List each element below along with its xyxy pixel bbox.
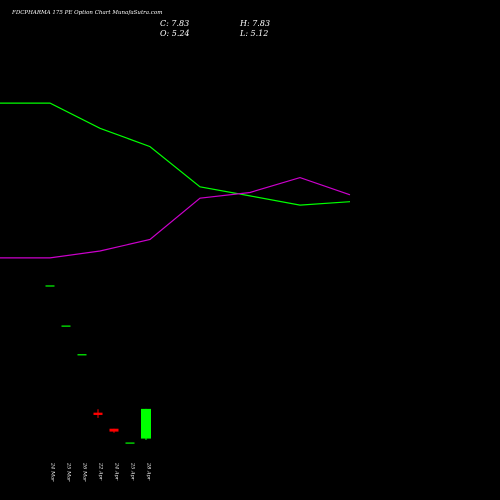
candle-7 bbox=[141, 408, 151, 440]
candle-1 bbox=[45, 285, 55, 287]
x-tick-label: 25 Mar bbox=[66, 462, 72, 482]
candle-body bbox=[141, 408, 151, 439]
candle-5 bbox=[109, 428, 119, 433]
candle-layer bbox=[45, 285, 151, 444]
x-tick-label: 24 Apr bbox=[114, 462, 120, 481]
candle-3 bbox=[77, 354, 87, 356]
candle-6 bbox=[125, 442, 135, 444]
candle-4 bbox=[93, 409, 103, 418]
chart-title: FDCPHARMA 175 PE Option Chart MunafaSutr… bbox=[11, 10, 162, 16]
open-value: O: 5.24 bbox=[160, 29, 190, 38]
candle-body bbox=[125, 442, 135, 444]
candle-body bbox=[109, 428, 119, 432]
candle-body bbox=[77, 354, 87, 356]
low-value: L: 5.12 bbox=[239, 29, 268, 38]
close-value: C: 7.83 bbox=[160, 19, 189, 28]
candle-body bbox=[93, 412, 103, 415]
x-tick-label: 24 Mar bbox=[50, 462, 56, 482]
x-axis: 24 Mar 25 Mar 26 Mar 22 Apr 24 Apr 25 Apr 28 A… bbox=[50, 462, 152, 482]
series-line-1 bbox=[0, 102, 351, 206]
series-layer bbox=[0, 102, 351, 259]
x-tick-label: 26 Mar bbox=[82, 462, 88, 482]
x-tick-label: 25 Apr bbox=[130, 462, 136, 481]
candle-2 bbox=[61, 325, 71, 327]
x-tick-label: 28 Apr bbox=[146, 462, 152, 481]
high-value: H: 7.83 bbox=[239, 19, 270, 28]
candle-body bbox=[61, 325, 71, 327]
series-line-2 bbox=[0, 176, 351, 259]
candle-body bbox=[45, 285, 55, 287]
x-tick-label: 22 Apr bbox=[98, 462, 104, 481]
